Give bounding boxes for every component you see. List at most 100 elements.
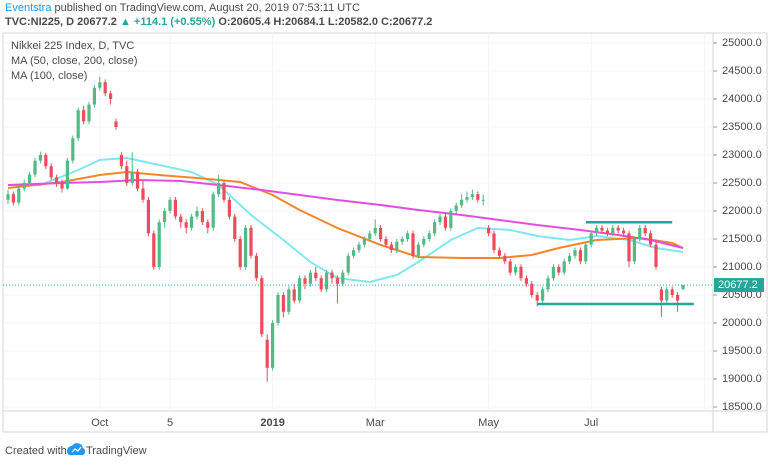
candle-body bbox=[438, 216, 442, 223]
candle-body bbox=[449, 210, 453, 228]
candle-body bbox=[168, 199, 172, 211]
candle-body bbox=[103, 82, 107, 94]
candle-body bbox=[222, 182, 226, 200]
change: ▲ +114.1 (+0.55%) bbox=[120, 16, 216, 28]
low: L:20582.0 bbox=[328, 16, 378, 28]
candle-body bbox=[470, 194, 474, 197]
close: C:20677.2 bbox=[381, 16, 432, 28]
candle-body bbox=[190, 216, 194, 228]
moving-average bbox=[8, 157, 684, 284]
y-tick-label: 23500.0 bbox=[722, 121, 762, 133]
candle-body bbox=[184, 222, 188, 228]
candle-body bbox=[492, 233, 496, 251]
candle-body bbox=[92, 87, 96, 105]
candle-body bbox=[152, 233, 156, 267]
candle-body bbox=[519, 266, 523, 279]
candle-body bbox=[352, 250, 356, 256]
candle-body bbox=[98, 82, 102, 88]
candle-body bbox=[568, 255, 572, 262]
last-price-label: 20677.2 bbox=[718, 279, 758, 291]
candle-body bbox=[676, 294, 680, 301]
footer-brand[interactable]: TradingView bbox=[86, 445, 147, 457]
candle-body bbox=[114, 121, 118, 128]
candle-body bbox=[60, 182, 64, 189]
legend-entry: MA (50, close, 200, close) bbox=[11, 55, 138, 67]
tradingview-logo bbox=[67, 443, 86, 455]
candle-body bbox=[173, 199, 177, 217]
y-tick-label: 21000.0 bbox=[722, 261, 762, 273]
candle-body bbox=[416, 244, 420, 256]
candle-body bbox=[487, 227, 491, 234]
candle-body bbox=[303, 278, 307, 284]
candle-body bbox=[233, 216, 237, 239]
author[interactable]: Eventstra bbox=[5, 2, 52, 14]
candle-body bbox=[406, 233, 410, 239]
candle-body bbox=[395, 241, 399, 251]
chart-title: Nikkei 225 Index, D, TVC bbox=[11, 40, 134, 52]
y-tick-label: 21500.0 bbox=[722, 233, 762, 245]
x-tick-label: 5 bbox=[167, 417, 173, 429]
candle-body bbox=[357, 244, 361, 251]
candle-body bbox=[389, 244, 393, 251]
candle-body bbox=[481, 199, 485, 201]
candle-body bbox=[55, 177, 59, 183]
candle-body bbox=[589, 233, 593, 245]
candle-body bbox=[659, 289, 663, 301]
candle-body bbox=[65, 160, 69, 189]
header-line: Eventstra published on TradingView.com, … bbox=[5, 2, 360, 14]
candle-body bbox=[670, 289, 674, 295]
candle-body bbox=[287, 289, 291, 312]
y-tick-label: 19500.0 bbox=[722, 345, 762, 357]
x-tick-label: Oct bbox=[91, 417, 108, 429]
candle-body bbox=[130, 171, 134, 183]
candle-body bbox=[454, 205, 458, 211]
footer-created: Created with bbox=[5, 445, 67, 457]
candle-body bbox=[497, 250, 501, 256]
candle-body bbox=[87, 104, 91, 122]
legend-entry: MA (100, close) bbox=[11, 70, 87, 82]
x-tick-label: 2019 bbox=[260, 417, 284, 429]
candle-body bbox=[535, 294, 539, 301]
candle-body bbox=[422, 238, 426, 245]
x-tick-label: Sep bbox=[695, 417, 715, 429]
candle-body bbox=[319, 278, 323, 290]
y-tick-label: 25000.0 bbox=[722, 37, 762, 49]
last-price-box bbox=[714, 278, 764, 293]
y-tick-label: 20000.0 bbox=[722, 317, 762, 329]
candle-body bbox=[595, 227, 599, 234]
candle-body bbox=[6, 194, 10, 200]
candle-body bbox=[314, 272, 318, 279]
candle-body bbox=[508, 261, 512, 273]
candle-body bbox=[562, 261, 566, 273]
candle-body bbox=[238, 238, 242, 267]
y-tick-label: 22000.0 bbox=[722, 205, 762, 217]
candle-body bbox=[38, 154, 42, 161]
candle-body bbox=[33, 160, 37, 175]
candle-body bbox=[292, 289, 296, 301]
candle-body bbox=[308, 272, 312, 284]
candle-body bbox=[427, 233, 431, 239]
last-price: 20677.2 bbox=[77, 16, 117, 28]
candle-body bbox=[460, 199, 464, 206]
candle-body bbox=[578, 250, 582, 262]
candle-body bbox=[298, 278, 302, 301]
candle-body bbox=[271, 322, 275, 368]
candle-body bbox=[649, 233, 653, 245]
candle-body bbox=[654, 244, 658, 267]
candle-body bbox=[244, 227, 248, 267]
y-tick-label: 22500.0 bbox=[722, 177, 762, 189]
candle-body bbox=[265, 339, 269, 368]
candle-body bbox=[584, 244, 588, 262]
candle-body bbox=[373, 227, 377, 234]
candle-body bbox=[433, 222, 437, 234]
candle-body bbox=[71, 138, 75, 161]
candle-body bbox=[157, 222, 161, 267]
candle-body bbox=[465, 196, 469, 200]
candle-body bbox=[200, 210, 204, 223]
x-tick-label: Jul bbox=[584, 417, 598, 429]
candle-body bbox=[76, 110, 80, 139]
candle-body bbox=[627, 233, 631, 262]
symbol: TVC:NI225, D bbox=[5, 16, 74, 28]
candle-body bbox=[44, 154, 48, 167]
